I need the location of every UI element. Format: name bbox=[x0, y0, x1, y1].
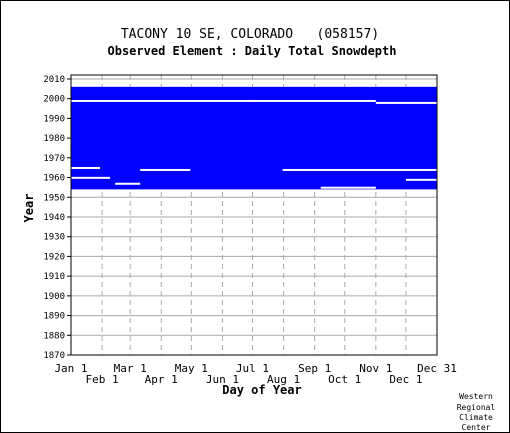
credit-block: Western Regional Climate Center bbox=[457, 392, 496, 432]
x-tick-label: Jul 1 bbox=[236, 362, 269, 375]
credit-line-4: Center bbox=[462, 423, 491, 432]
y-tick-label: 1880 bbox=[43, 331, 65, 341]
plot-border bbox=[70, 74, 438, 356]
x-axis-label: Day of Year bbox=[222, 383, 301, 397]
missing-data-gap bbox=[282, 168, 437, 171]
y-tick-label: 1990 bbox=[43, 114, 65, 124]
missing-data-gap bbox=[115, 182, 141, 185]
missing-data-gap bbox=[405, 178, 437, 181]
y-tick-label: 1940 bbox=[43, 213, 65, 223]
y-tick-label: 1960 bbox=[43, 174, 65, 184]
x-tick-label: Jan 1 bbox=[54, 362, 87, 375]
y-tick-label: 1890 bbox=[43, 312, 65, 322]
y-tick-label: 2010 bbox=[43, 75, 65, 85]
x-tick-label: Apr 1 bbox=[145, 373, 178, 386]
y-tick-label: 1930 bbox=[43, 233, 65, 243]
x-axis-ticks: Jan 1 Mar 1 May 1 Jul 1 Sep 1 Nov 1 Dec 31 Feb … bbox=[54, 362, 456, 386]
x-tick-label: Dec 1 bbox=[389, 373, 422, 386]
x-tick-label: Nov 1 bbox=[359, 362, 392, 375]
x-tick-label: Jun 1 bbox=[206, 373, 239, 386]
x-tick-label: Oct 1 bbox=[328, 373, 361, 386]
missing-data-gap bbox=[140, 168, 191, 171]
y-tick-label: 1900 bbox=[43, 292, 65, 302]
missing-data-gap bbox=[71, 99, 253, 102]
x-tick-label: Sep 1 bbox=[298, 362, 331, 375]
missing-data-gap bbox=[71, 166, 101, 169]
y-tick-label: 1970 bbox=[43, 154, 65, 164]
x-tick-label: Aug 1 bbox=[267, 373, 300, 386]
chart-subtitle: Observed Element : Daily Total Snowdepth bbox=[108, 44, 397, 58]
missing-data-gap bbox=[252, 99, 376, 102]
x-tick-label: Mar 1 bbox=[114, 362, 147, 375]
x-tick-label: Feb 1 bbox=[86, 373, 119, 386]
missing-data-gap bbox=[320, 186, 376, 189]
y-tick-label: 1950 bbox=[43, 193, 65, 203]
credit-line-1: Western bbox=[459, 392, 493, 401]
y-tick-label: 1920 bbox=[43, 252, 65, 262]
y-axis-label: Year bbox=[22, 194, 36, 223]
data-layer bbox=[71, 86, 437, 190]
x-tick-label: Dec 31 bbox=[417, 362, 457, 375]
y-tick-label: 2000 bbox=[43, 95, 65, 105]
data-coverage-block bbox=[71, 86, 437, 190]
y-tick-label: 1910 bbox=[43, 272, 65, 282]
y-tick-label: 1980 bbox=[43, 134, 65, 144]
y-axis-ticks: 1870 1880 1890 1900 1910 1920 1930 1940 1950 1960… bbox=[43, 75, 71, 361]
chart-title: TACONY 10 SE, COLORADO (058157) bbox=[121, 27, 379, 42]
credit-line-2: Regional bbox=[457, 403, 496, 412]
x-tick-label: May 1 bbox=[175, 362, 208, 375]
credit-line-3: Climate bbox=[459, 413, 493, 422]
missing-data-gap bbox=[71, 176, 111, 179]
missing-data-gap bbox=[375, 101, 437, 104]
y-tick-label: 1870 bbox=[43, 351, 65, 361]
